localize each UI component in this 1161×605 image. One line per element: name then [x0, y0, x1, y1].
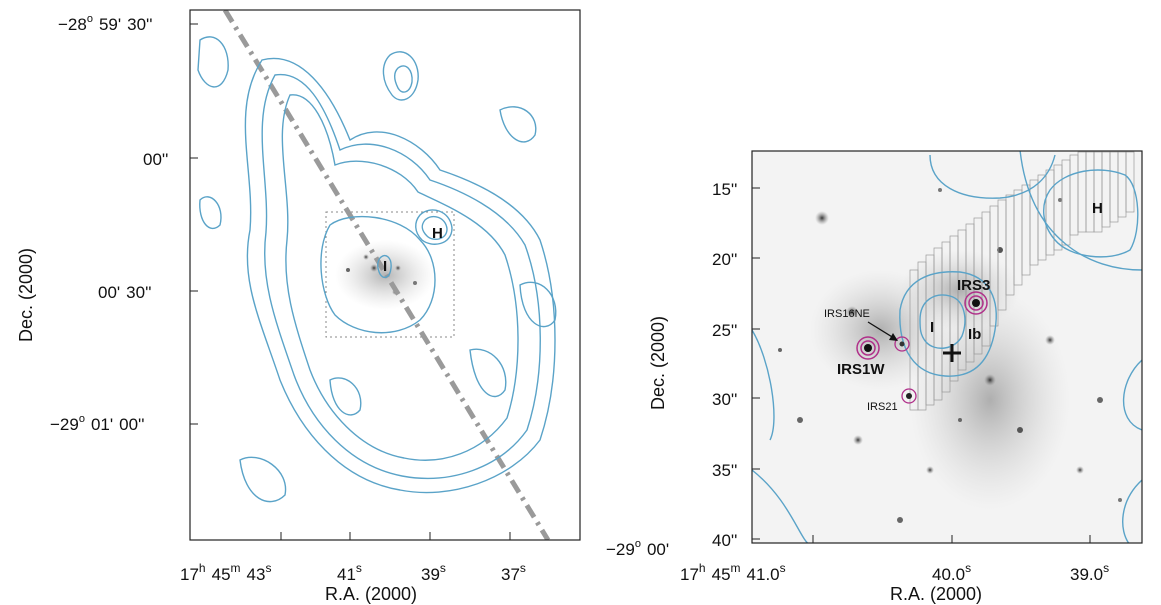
left-y-tick-label: −28o 59' 30'': [58, 13, 153, 34]
zoom-region-box: [325, 211, 455, 338]
right-x0-h-unit: h: [699, 561, 706, 575]
right-x0-s-unit: s: [780, 561, 786, 575]
left-x2-s-unit: s: [440, 561, 446, 575]
left-x1-s-unit: s: [356, 561, 362, 575]
right-x0-h: 17: [680, 565, 699, 584]
left-y-ticks: −28o 59' 30'' 00'' 00' 30'' −29o 01' 00'': [50, 13, 168, 434]
left-x-ticks: 17h 45m 43s 41s 39s 37s: [180, 561, 526, 584]
label-irs21: IRS21: [867, 401, 898, 413]
right-x0-s: 41.0: [747, 565, 780, 584]
left-y-tick-label: 00' 30'': [98, 283, 152, 302]
left-x3-s: 37: [501, 565, 520, 584]
right-x0-m-unit: m: [731, 561, 741, 575]
irs3-core: [972, 299, 980, 307]
right-plot-area: IRS3 IRS1W IRS16NE IRS21 I Ib H: [752, 151, 1142, 543]
left-y2-min: 00': [98, 283, 120, 302]
label-irs1w: IRS1W: [837, 361, 885, 378]
left-frame: [189, 9, 581, 541]
left-y-tick-label: −29o 01' 00'': [50, 413, 145, 434]
irs16ne-core: [899, 341, 905, 347]
right-y-tick-15: 15'': [712, 180, 737, 199]
irs1w-ring-outer: [856, 336, 880, 360]
star-field: [778, 188, 1122, 523]
guide-line: [222, 10, 551, 540]
left-x-tick-label: 39s: [421, 561, 446, 584]
left-y0-sec: 30'': [127, 15, 152, 34]
contours-right: [752, 151, 1142, 543]
label-h-right: H: [1092, 200, 1103, 217]
left-x0-m-unit: m: [231, 561, 241, 575]
contours-left: [197, 36, 557, 503]
marker-h-left: H: [432, 225, 443, 242]
right-y-origin-deg: −29: [606, 540, 635, 559]
left-x-tick-label: 41s: [337, 561, 362, 584]
label-ib: Ib: [968, 326, 981, 343]
right-y-ticks: 15'' 20'' 25'' 30'' 35'' 40'' −29o 00': [606, 180, 737, 559]
right-x1-s: 40.0: [932, 565, 965, 584]
right-y-origin-sup: o: [635, 538, 641, 550]
right-x-ticks: 17h 45m 41.0s 40.0s 39.0s: [680, 561, 1109, 584]
left-y-tickmarks: [190, 23, 198, 425]
right-y-tickmarks: [752, 187, 760, 540]
right-y-origin-label: −29o 00': [606, 538, 669, 559]
right-x-tick-label: 40.0s: [932, 561, 971, 584]
left-x0-s: 43: [247, 565, 266, 584]
left-x0-h-unit: h: [199, 561, 206, 575]
right-y-axis-title: Dec. (2000): [648, 316, 668, 410]
label-irs16ne: IRS16NE: [824, 308, 870, 320]
arrow-head: [889, 333, 898, 341]
left-y0-min: 59': [99, 15, 121, 34]
left-y3-min: 01': [91, 415, 113, 434]
left-x-tickmarks: [280, 532, 511, 540]
right-y-tick-25: 25'': [712, 321, 737, 340]
right-x-tickmarks: [812, 535, 1091, 543]
left-x-tick-label: 37s: [501, 561, 526, 584]
right-y-tick-40: 40'': [712, 531, 737, 550]
left-x0-m: 45: [212, 565, 231, 584]
right-frame: [751, 150, 1143, 544]
label-i: I: [930, 319, 934, 336]
right-x2-s: 39.0: [1070, 565, 1103, 584]
left-x3-s-unit: s: [520, 561, 526, 575]
central-image-patch: [335, 240, 435, 310]
center-cross-marker: [943, 344, 961, 362]
left-y-axis-title: Dec. (2000): [16, 248, 36, 342]
right-x2-s-unit: s: [1103, 561, 1109, 575]
right-y-tick-35: 35'': [712, 461, 737, 480]
irs21-ring: [901, 388, 917, 404]
right-x-axis-title: R.A. (2000): [890, 584, 982, 604]
right-x-tick-label: 17h 45m 41.0s: [680, 561, 786, 584]
left-x-axis-title: R.A. (2000): [325, 584, 417, 604]
left-y0-sup: o: [87, 13, 93, 25]
left-y3-deg: −29: [50, 415, 79, 434]
left-plot-area: H I: [197, 10, 557, 540]
right-y-tick-30: 30'': [712, 390, 737, 409]
right-x-tick-label: 39.0s: [1070, 561, 1109, 584]
label-irs3: IRS3: [957, 277, 990, 294]
left-x1-s: 41: [337, 565, 356, 584]
left-x-tick-label: 17h 45m 43s: [180, 561, 271, 584]
left-y1-sec: 00'': [143, 150, 168, 169]
left-x2-s: 39: [421, 565, 440, 584]
irs16ne-ring: [894, 336, 910, 352]
left-y2-sec: 30'': [126, 283, 151, 302]
irs1w-ring-inner: [860, 340, 876, 356]
right-x0-m: 45: [712, 565, 731, 584]
right-y-origin-min: 00': [647, 540, 669, 559]
left-panel: H I −28o 59' 30'' 00'' 00' 30'' −29o 01' 00'': [16, 9, 581, 604]
right-y-tick-20: 20'': [712, 250, 737, 269]
right-panel: IRS3 IRS1W IRS16NE IRS21 I Ib H 15'' 20'…: [606, 150, 1143, 604]
left-x0-s-unit: s: [265, 561, 271, 575]
left-y3-sec: 00'': [119, 415, 144, 434]
irs1w-core: [864, 344, 872, 352]
irs3-ring-inner: [968, 295, 984, 311]
right-x1-s-unit: s: [965, 561, 971, 575]
left-y3-sup: o: [79, 413, 85, 425]
irs3-ring-outer: [964, 291, 988, 315]
left-y0-deg: −28: [58, 15, 87, 34]
irs21-core: [906, 393, 912, 399]
left-x0-h: 17: [180, 565, 199, 584]
marker-i-left: I: [383, 258, 387, 275]
